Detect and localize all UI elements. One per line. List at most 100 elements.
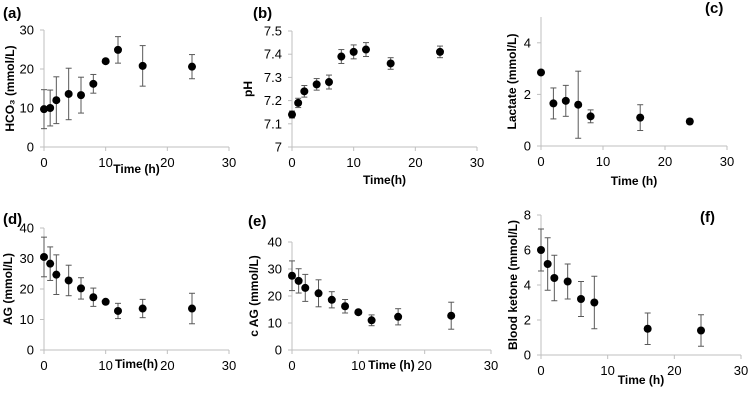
x-tick-label: 10 — [351, 358, 365, 373]
x-tick-label: 20 — [408, 155, 422, 170]
x-tick-label: 20 — [417, 358, 431, 373]
data-point — [636, 113, 645, 122]
y-axis-title: Blood ketone (mmol/L) — [506, 220, 520, 350]
x-tick-label: 30 — [222, 155, 236, 170]
x-tick-label: 10 — [98, 155, 112, 170]
x-tick-label: 30 — [720, 154, 734, 169]
data-point — [294, 98, 303, 107]
x-axis-title: Time (h) — [611, 174, 657, 188]
x-axis-title: Time(h) — [115, 357, 158, 371]
x-axis-title: Time (h) — [113, 162, 159, 176]
data-point — [101, 297, 110, 306]
x-tick-label: 0 — [40, 155, 47, 170]
data-point — [288, 271, 296, 280]
data-point — [40, 105, 48, 114]
data-point — [52, 96, 61, 105]
y-axis-title: HCO₃ (mmol/L) — [3, 45, 17, 131]
data-point — [537, 68, 545, 77]
data-point — [101, 57, 110, 66]
y-tick-label: 10 — [20, 312, 34, 327]
y-tick-label: 20 — [20, 282, 34, 297]
data-point — [561, 96, 570, 105]
panel-label: (f) — [700, 209, 715, 226]
data-point — [114, 306, 122, 315]
y-tick-label: 30 — [20, 23, 34, 38]
data-point — [643, 324, 652, 333]
y-axis-title: AG (mmol/L) — [1, 253, 15, 325]
y-tick-label: 30 — [268, 262, 282, 277]
data-point — [314, 289, 323, 298]
data-point — [354, 308, 363, 317]
data-point — [77, 91, 85, 100]
panel-label: (d) — [3, 211, 22, 228]
x-tick-label: 30 — [484, 358, 498, 373]
data-point — [64, 276, 73, 285]
data-point — [188, 304, 196, 313]
y-tick-label: 20 — [268, 289, 282, 304]
data-point — [89, 79, 98, 88]
data-point — [301, 283, 310, 292]
data-point — [549, 99, 558, 108]
y-tick-label: 30 — [20, 251, 34, 266]
x-tick-label: 30 — [222, 358, 236, 373]
y-tick-label: 40 — [20, 221, 34, 236]
chart-panel-6: (f) 0 10 20 30 0 2 4 6 8 Time (h) Blood ketone (mmo… — [506, 208, 748, 388]
data-point — [685, 117, 694, 126]
data-point — [325, 78, 333, 87]
y-tick-label: 7 — [275, 140, 282, 155]
x-tick-label: 0 — [288, 358, 295, 373]
data-point — [543, 260, 552, 268]
y-tick-label: 20 — [20, 62, 34, 77]
chart-panel-1: (a) 0 10 20 30 0 10 20 30 Time (h) HCO₃ (mmol/L) — [3, 5, 236, 176]
x-tick-label: 20 — [658, 154, 672, 169]
data-point — [294, 276, 303, 285]
data-point — [312, 80, 321, 89]
x-tick-label: 10 — [98, 358, 112, 373]
y-tick-label: 4 — [524, 278, 531, 293]
x-tick-label: 0 — [40, 358, 47, 373]
y-tick-label: 0 — [524, 139, 531, 154]
y-tick-label: 7.4 — [264, 47, 282, 62]
y-tick-label: 7.2 — [264, 93, 282, 108]
y-axis-title: pH — [241, 81, 255, 97]
y-tick-label: 6 — [524, 243, 531, 258]
data-point — [537, 246, 545, 254]
chart-panel-4: (d) 0 10 20 30 0 10 20 30 40 Time(h) AG (mmol/L) — [1, 211, 236, 373]
data-point — [46, 104, 55, 112]
x-tick-label: 20 — [667, 363, 681, 378]
panel-label: (c) — [705, 0, 723, 17]
x-axis-title: Time(h) — [363, 173, 406, 187]
y-tick-label: 10 — [268, 316, 282, 331]
y-tick-label: 2 — [524, 313, 531, 328]
data-point — [394, 312, 403, 321]
y-axis-title: c AG (mmol/L) — [247, 255, 261, 337]
data-point — [577, 295, 585, 303]
panel-label: (a) — [3, 5, 21, 22]
data-point — [386, 59, 395, 68]
data-point — [341, 302, 350, 311]
y-tick-label: 0 — [27, 140, 34, 155]
x-tick-label: 10 — [346, 155, 360, 170]
x-tick-label: 30 — [470, 155, 484, 170]
y-axis-title: Lactate (mmol/L) — [505, 33, 519, 129]
data-point — [574, 100, 583, 109]
data-point — [138, 61, 147, 70]
data-point — [300, 87, 309, 96]
y-tick-label: 2 — [524, 87, 531, 102]
x-tick-label: 30 — [734, 363, 748, 378]
data-point — [362, 45, 370, 54]
y-tick-label: 7.3 — [264, 70, 282, 85]
data-point — [114, 45, 122, 54]
data-point — [349, 47, 358, 56]
chart-panel-3: (c) 0 10 20 30 0 2 4 Time (h) Lactate (mmol/L) — [505, 0, 734, 188]
panel-label: (b) — [253, 5, 272, 22]
chart-panel-2: (b) 0 10 20 30 7 7.1 7.2 7.3 7.4 7.5 Time(h) pH — [241, 5, 484, 187]
data-point — [52, 270, 61, 279]
data-point — [563, 277, 572, 286]
chart-panel-5: (e) 0 10 20 30 0 10 20 30 40 Time (h) c AG (mmol/L) — [247, 213, 498, 373]
x-tick-label: 20 — [160, 358, 174, 373]
y-tick-label: 0 — [524, 348, 531, 363]
data-point — [77, 284, 85, 293]
panel-label: (e) — [248, 213, 266, 230]
